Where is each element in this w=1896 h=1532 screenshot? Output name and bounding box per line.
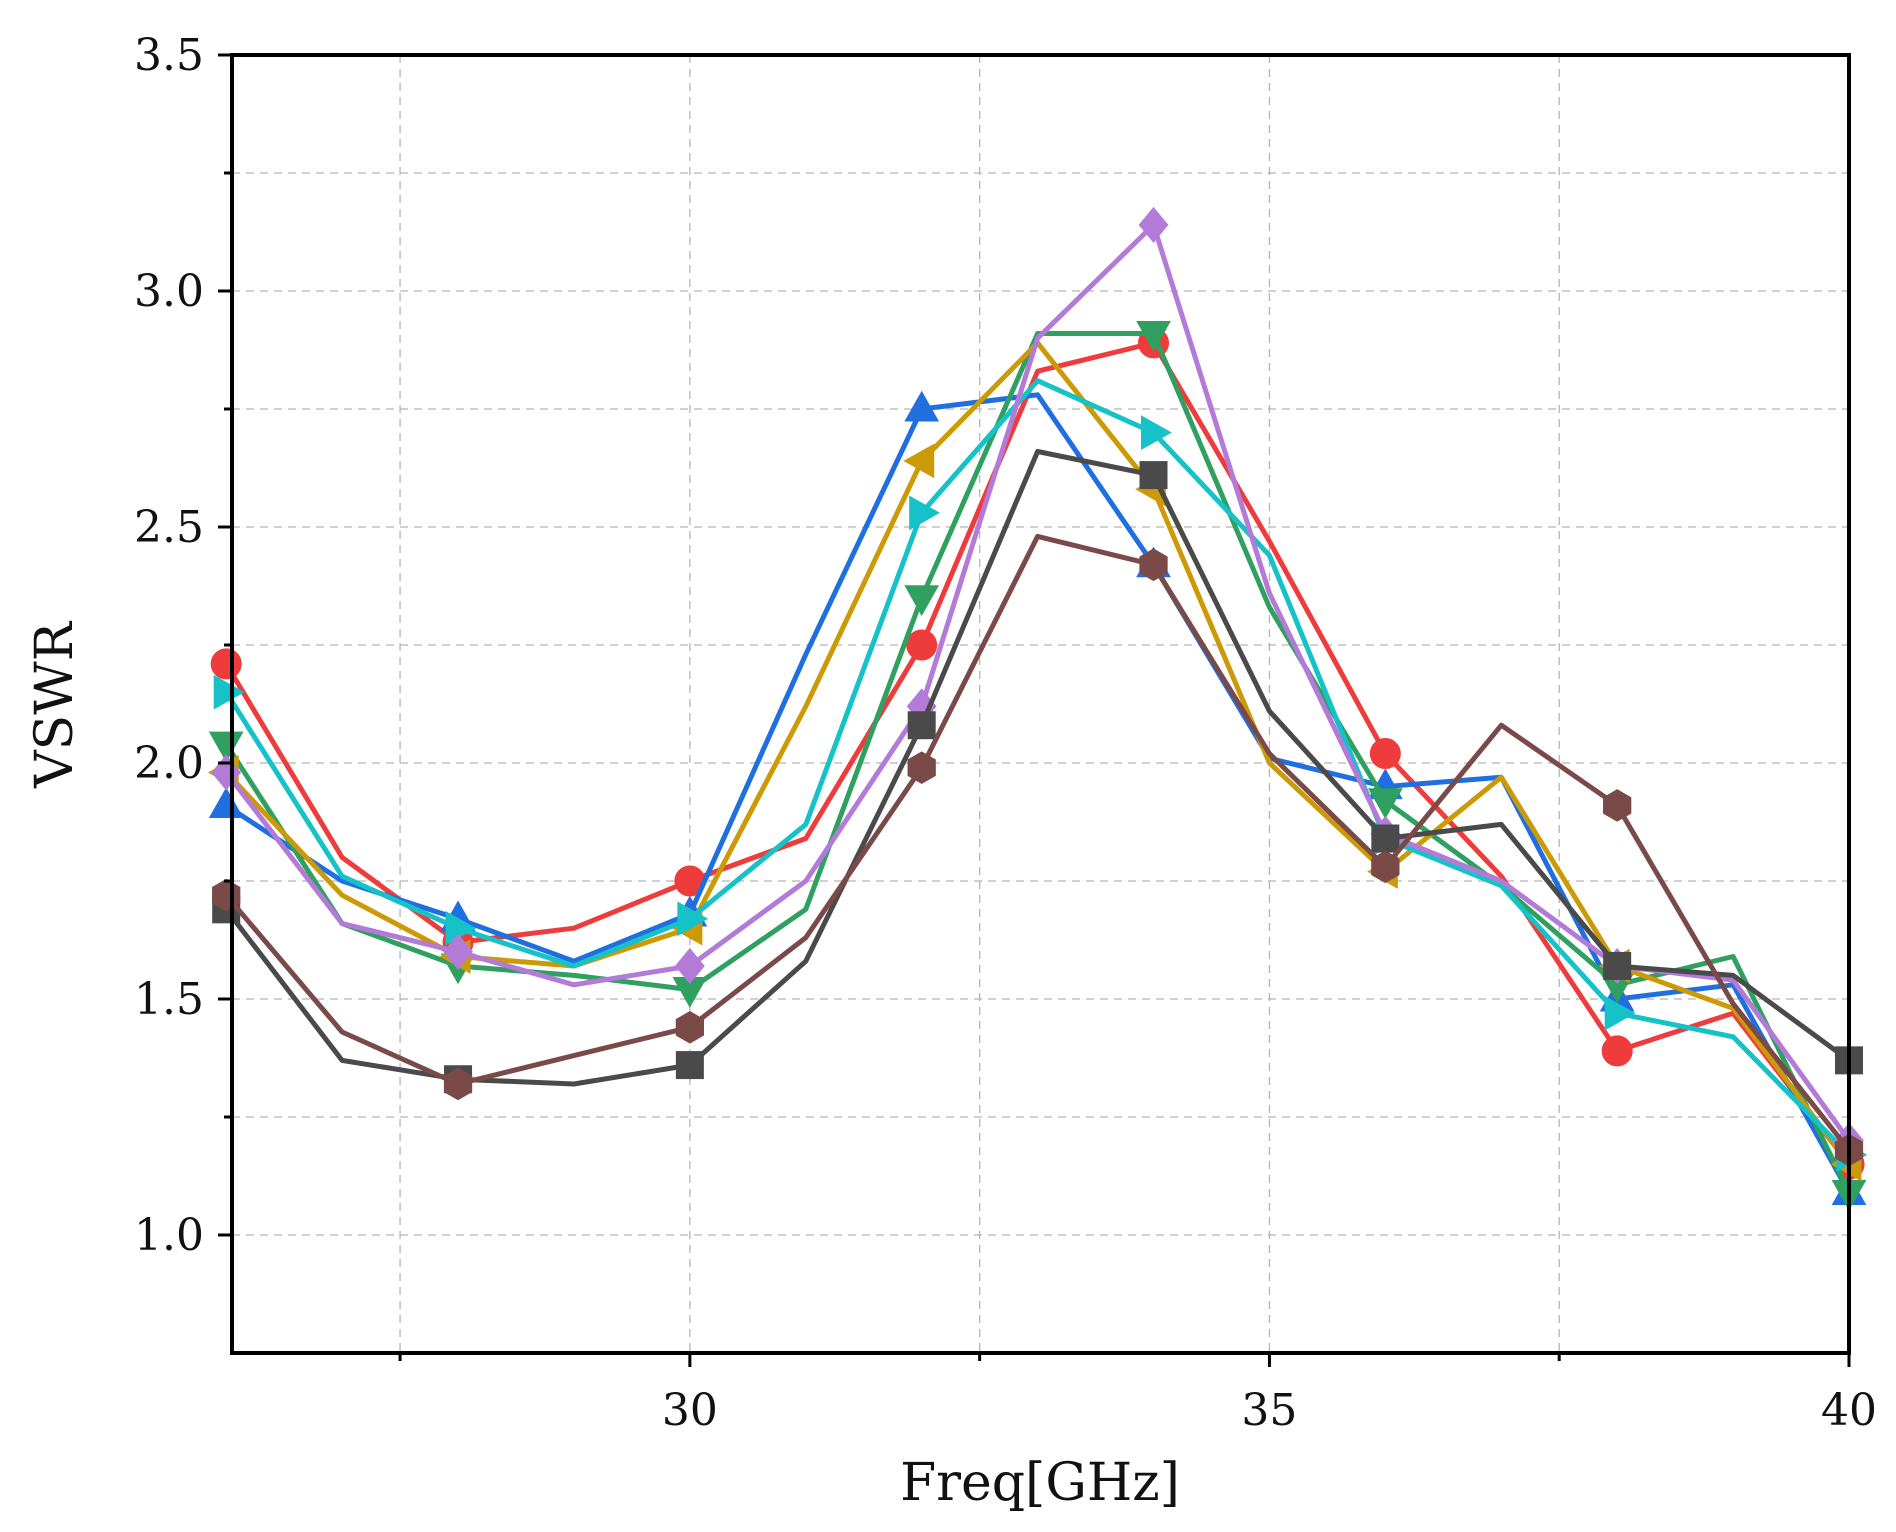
data-point-square <box>1371 824 1400 853</box>
x-tick-label: 40 <box>1821 1385 1877 1436</box>
series-purple-line <box>223 222 1852 1144</box>
data-point-triangle-right <box>1604 995 1636 1031</box>
data-point-square <box>1603 951 1632 980</box>
x-axis-title: Freq[GHz] <box>900 1453 1180 1513</box>
y-tick-label: 2.5 <box>134 502 204 553</box>
label-layer: 30 35 40 1.0 1.5 2.0 2.5 3.0 3.5 <box>134 30 1877 1436</box>
y-tick-label: 3.5 <box>134 30 204 81</box>
series-green-line <box>223 331 1852 1195</box>
series-cyan-line <box>223 378 1852 1158</box>
y-tick-label: 1.0 <box>134 1210 204 1261</box>
data-point-hexagon <box>1603 789 1632 822</box>
series-green <box>208 320 1867 1211</box>
tick-layer <box>218 53 1851 1367</box>
data-point-diamond <box>674 947 705 984</box>
data-point-triangle-left <box>903 443 935 479</box>
data-point-circle <box>210 648 242 680</box>
x-tick-label: 35 <box>1241 1385 1297 1436</box>
y-tick-label: 2.0 <box>134 738 204 789</box>
data-point-circle <box>1369 738 1401 770</box>
data-point-triangle-up <box>208 787 244 818</box>
y-axis-title: VSWR <box>25 620 85 789</box>
data-point-diamond <box>443 933 473 970</box>
data-point-square <box>907 711 936 740</box>
series-darkgray <box>212 449 1863 1094</box>
data-point-triangle-right <box>445 910 477 946</box>
data-point-hexagon <box>1371 850 1400 884</box>
data-point-triangle-down <box>1367 788 1403 820</box>
data-point-hexagon <box>907 751 936 785</box>
data-point-triangle-down <box>1136 320 1171 352</box>
y-tick-label: 1.5 <box>134 974 204 1025</box>
data-point-hexagon <box>1139 548 1168 582</box>
series-red-line <box>223 340 1852 1167</box>
x-tick-label: 30 <box>662 1385 718 1436</box>
y-tick-label: 3.0 <box>134 266 204 317</box>
data-point-square <box>675 1051 704 1080</box>
data-point-hexagon <box>675 1010 705 1044</box>
data-point-square <box>1139 461 1168 490</box>
data-point-hexagon <box>443 1067 473 1101</box>
data-point-circle <box>1601 1035 1633 1067</box>
data-point-circle <box>906 629 938 661</box>
data-point-triangle-right <box>1141 415 1172 450</box>
data-point-triangle-right <box>677 901 709 937</box>
data-point-triangle-up <box>904 390 940 422</box>
series-brown <box>212 533 1864 1167</box>
series-blue-line <box>223 392 1852 1195</box>
data-point-triangle-right <box>909 495 940 531</box>
data-point-triangle-down <box>904 585 940 617</box>
data-point-triangle-right <box>213 674 245 710</box>
series-darkgray-line <box>223 449 1852 1087</box>
series-brown-line <box>223 533 1852 1153</box>
data-point-triangle-down <box>208 731 244 763</box>
data-point-diamond <box>1138 206 1169 243</box>
grid-layer <box>232 55 1850 1353</box>
series-layer <box>207 206 1868 1211</box>
plot-frame <box>230 53 1851 1355</box>
